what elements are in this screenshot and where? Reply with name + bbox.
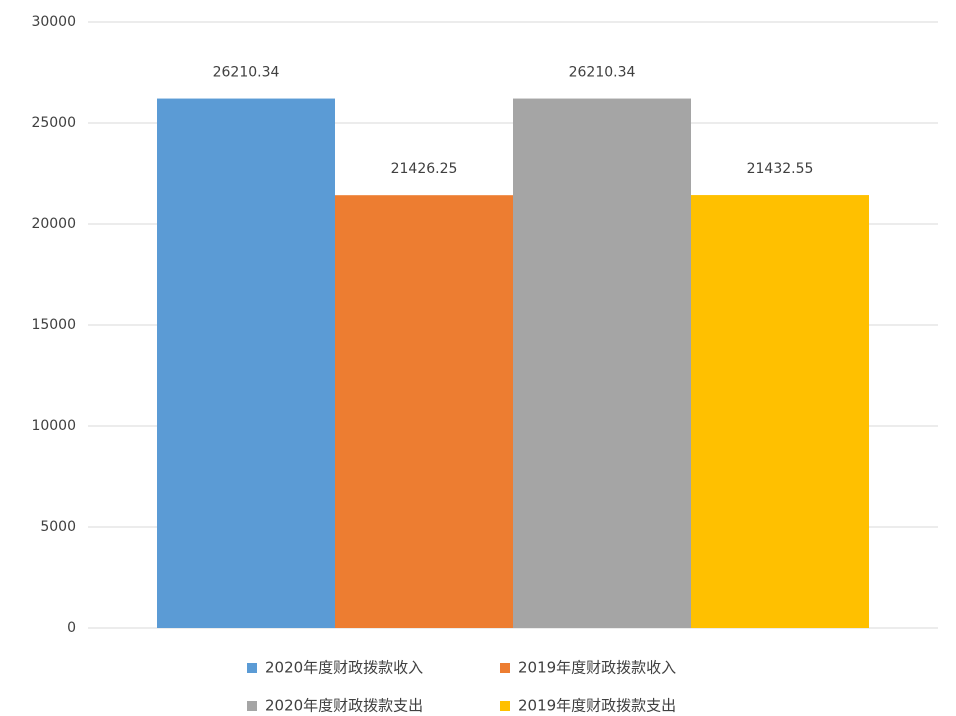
legend: 2020年度财政拨款收入 2019年度财政拨款收入 2020年度财政拨款支出 2019…	[247, 659, 676, 715]
bar	[157, 98, 335, 628]
bar	[335, 195, 513, 628]
y-tick-label: 30000	[31, 14, 76, 30]
legend-label: 2019年度财政拨款收入	[518, 659, 676, 677]
legend-swatch	[500, 701, 510, 711]
legend-label: 2019年度财政拨款支出	[518, 697, 676, 715]
legend-swatch	[247, 701, 257, 711]
y-tick-label: 10000	[31, 418, 76, 434]
legend-label: 2020年度财政拨款支出	[265, 697, 423, 715]
legend-swatch	[247, 663, 257, 673]
data-label: 21432.55	[747, 161, 814, 177]
y-tick-label: 25000	[31, 115, 76, 131]
data-label: 26210.34	[569, 65, 636, 81]
data-label: 26210.34	[213, 65, 280, 81]
data-label: 21426.25	[391, 161, 458, 177]
y-tick-label: 0	[67, 620, 76, 636]
y-tick-label: 15000	[31, 317, 76, 333]
bar	[691, 195, 869, 628]
legend-swatch	[500, 663, 510, 673]
y-tick-label: 20000	[31, 216, 76, 232]
legend-label: 2020年度财政拨款收入	[265, 659, 423, 677]
y-tick-label: 5000	[40, 519, 76, 535]
bar	[513, 98, 691, 628]
